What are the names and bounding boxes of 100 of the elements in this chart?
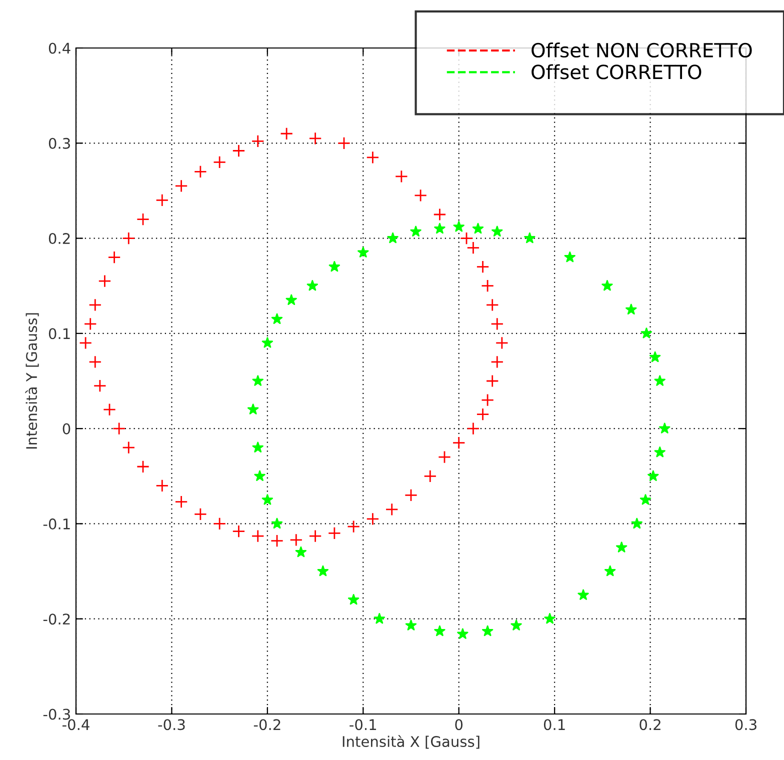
point	[453, 221, 464, 232]
point	[481, 279, 494, 292]
point	[213, 517, 226, 530]
point	[414, 188, 428, 202]
point	[640, 328, 652, 338]
point	[98, 274, 112, 288]
point	[112, 422, 126, 436]
point	[434, 222, 446, 234]
point	[476, 260, 490, 274]
point	[490, 317, 504, 330]
point	[308, 530, 322, 543]
point	[317, 565, 329, 576]
point	[564, 251, 576, 262]
point	[213, 156, 226, 169]
point	[466, 241, 480, 254]
point	[79, 336, 92, 350]
y-tick-label: 0	[62, 423, 70, 434]
point	[88, 298, 102, 312]
point	[405, 620, 417, 630]
point	[136, 460, 150, 474]
point	[434, 625, 446, 636]
point	[486, 298, 499, 312]
point	[136, 212, 150, 226]
point	[262, 494, 274, 505]
y-tick-label: 0.3	[48, 138, 70, 149]
point	[366, 512, 380, 526]
point	[544, 613, 556, 624]
point	[286, 294, 297, 305]
y-tick-label: 0.4	[48, 42, 70, 54]
point	[654, 375, 666, 386]
point	[156, 479, 169, 492]
x-tick-label: 0.3	[735, 719, 756, 730]
point	[626, 304, 637, 315]
x-tick-label: -0.1	[350, 719, 376, 730]
point	[174, 179, 188, 192]
point	[490, 355, 504, 368]
point	[460, 232, 474, 245]
point	[640, 494, 652, 505]
point	[84, 317, 97, 330]
point	[433, 208, 446, 222]
point	[604, 565, 616, 576]
point	[410, 226, 422, 236]
legend-label: Offset NON CORRETTO	[532, 42, 752, 58]
point	[337, 136, 351, 150]
point	[524, 232, 536, 244]
point	[306, 280, 318, 291]
point	[649, 351, 661, 362]
point	[482, 625, 494, 636]
x-tick-label: 0	[455, 719, 463, 730]
point	[472, 222, 484, 234]
point	[492, 226, 503, 236]
y-tick-label: -0.3	[43, 708, 70, 720]
point	[457, 628, 468, 639]
point	[358, 246, 369, 258]
x-tick-label: 0.2	[640, 719, 660, 730]
point	[404, 488, 418, 502]
point	[108, 250, 121, 264]
x-tick-label: -0.4	[62, 719, 90, 730]
point	[328, 526, 341, 540]
point	[280, 127, 294, 140]
point	[232, 524, 246, 538]
y-tick-label: -0.2	[43, 614, 70, 625]
point	[247, 404, 259, 414]
x-tick-label: -0.3	[158, 719, 185, 730]
y-axis-title: Intensità Y [Gauss]	[25, 313, 39, 449]
point	[481, 394, 494, 407]
point	[476, 408, 490, 421]
point	[452, 436, 466, 450]
point	[394, 170, 408, 183]
point	[648, 470, 659, 482]
point	[578, 589, 589, 600]
point	[348, 594, 360, 605]
point	[385, 502, 398, 516]
point	[290, 533, 303, 546]
legend-label: Offset CORRETTO	[532, 64, 702, 80]
point	[88, 355, 102, 368]
point	[271, 518, 283, 529]
point	[438, 450, 452, 464]
point	[631, 518, 642, 529]
point	[616, 542, 628, 552]
point	[374, 613, 386, 624]
y-tick-label: 0.1	[48, 328, 70, 340]
x-tick-label: 0.1	[544, 719, 565, 730]
point	[262, 337, 274, 348]
point	[387, 232, 398, 244]
point	[251, 134, 264, 148]
point	[251, 530, 264, 543]
point	[495, 336, 508, 350]
point	[102, 403, 116, 416]
point	[295, 546, 307, 558]
point	[659, 422, 670, 434]
point	[486, 374, 499, 388]
point	[510, 620, 522, 630]
point	[602, 280, 613, 291]
x-axis-title: Intensità X [Gauss]	[342, 735, 480, 749]
y-tick-label: -0.1	[43, 518, 70, 530]
point	[328, 260, 340, 272]
point	[270, 534, 284, 548]
point	[424, 470, 437, 483]
point	[366, 150, 380, 164]
